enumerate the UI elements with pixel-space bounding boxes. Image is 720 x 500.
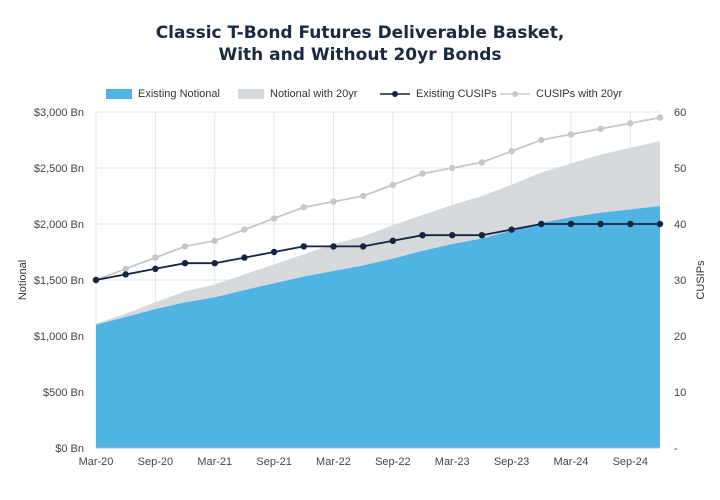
- point-cusips-with-20yr: [211, 237, 218, 244]
- point-cusips-with-20yr: [419, 170, 426, 177]
- point-existing-cusips: [597, 220, 604, 228]
- legend-item-notional-with-20yr: Notional with 20yr: [238, 86, 357, 102]
- y-tick-label-right: 50: [674, 163, 686, 175]
- point-cusips-with-20yr: [359, 192, 367, 200]
- area-existing-notional: [96, 206, 660, 448]
- line-cusips-with-20yr: [95, 116, 661, 281]
- point-cusips-with-20yr: [330, 198, 337, 205]
- point-existing-cusips: [567, 220, 575, 228]
- legend-swatch-notional-with-20yr: [238, 89, 264, 99]
- point-existing-cusips: [181, 260, 189, 267]
- y-tick-label-left: $2,000 Bn: [34, 219, 84, 231]
- y-tick-label-right: 20: [674, 331, 686, 343]
- x-tick-label: Sep-24: [613, 456, 648, 468]
- point-existing-cusips: [330, 243, 337, 250]
- point-cusips-with-20yr: [152, 254, 159, 261]
- x-tick-label: Mar-20: [79, 456, 114, 468]
- point-cusips-with-20yr: [567, 131, 575, 138]
- x-tick-label: Sep-23: [494, 456, 529, 468]
- point-existing-cusips: [656, 220, 664, 228]
- point-cusips-with-20yr: [627, 120, 634, 127]
- y-axis-title-right: CUSIPs: [695, 260, 707, 300]
- y-tick-label-right: 60: [674, 107, 686, 119]
- y-tick-label-left: $0 Bn: [55, 443, 84, 455]
- x-tick-label: Mar-24: [554, 456, 589, 468]
- point-existing-cusips: [508, 226, 515, 233]
- point-cusips-with-20yr: [538, 136, 545, 144]
- y-tick-label-right: 10: [674, 387, 686, 399]
- legend-swatch-existing-cusips: [380, 91, 410, 97]
- x-tick-label: Mar-22: [316, 456, 351, 468]
- point-cusips-with-20yr: [389, 181, 397, 188]
- point-cusips-with-20yr: [181, 243, 189, 250]
- point-cusips-with-20yr: [478, 159, 486, 166]
- point-existing-cusips: [419, 232, 426, 239]
- y-tick-label-left: $3,000 Bn: [34, 107, 84, 119]
- y-tick-label-left: $500 Bn: [43, 387, 84, 399]
- x-tick-label: Mar-21: [197, 456, 232, 468]
- point-existing-cusips: [538, 220, 545, 228]
- point-cusips-with-20yr: [122, 265, 129, 272]
- point-existing-cusips: [449, 232, 456, 239]
- chart-title-line-2: With and Without 20yr Bonds: [218, 45, 502, 65]
- point-cusips-with-20yr: [597, 125, 604, 132]
- point-existing-cusips: [241, 254, 248, 261]
- y-tick-label-left: $1,000 Bn: [34, 331, 84, 343]
- point-cusips-with-20yr: [508, 148, 515, 155]
- x-tick-label: Mar-23: [435, 456, 470, 468]
- legend-label-cusips-with-20yr: CUSIPs with 20yr: [536, 88, 623, 100]
- x-tick-label: Sep-21: [256, 456, 291, 468]
- point-cusips-with-20yr: [449, 164, 456, 172]
- point-existing-cusips: [211, 260, 218, 267]
- point-existing-cusips: [152, 265, 159, 272]
- point-cusips-with-20yr: [241, 226, 248, 233]
- x-tick-label: Sep-20: [138, 456, 173, 468]
- point-existing-cusips: [389, 237, 397, 244]
- x-tick-label: Sep-22: [375, 456, 410, 468]
- y-tick-label-left: $2,500 Bn: [34, 163, 84, 175]
- point-existing-cusips: [359, 243, 367, 250]
- point-cusips-with-20yr: [656, 114, 664, 121]
- y-tick-label-right: 40: [674, 219, 686, 231]
- chart-legend: Existing Notional Notional with 20yr Exi…: [0, 86, 720, 102]
- line-existing-cusips: [95, 223, 660, 281]
- legend-item-existing-cusips: Existing CUSIPs: [380, 86, 497, 102]
- point-existing-cusips: [478, 232, 486, 239]
- point-existing-cusips: [300, 243, 307, 250]
- legend-item-cusips-with-20yr: CUSIPs with 20yr: [500, 86, 622, 102]
- point-existing-cusips: [270, 248, 278, 256]
- legend-item-existing-notional: Existing Notional: [106, 86, 220, 102]
- legend-swatch-existing-notional: [106, 89, 132, 99]
- point-existing-cusips: [92, 276, 100, 284]
- point-existing-cusips: [122, 271, 129, 278]
- y-tick-label-left: $1,500 Bn: [34, 275, 84, 287]
- y-axis-title-left: Notional: [17, 260, 29, 300]
- chart-title-line-1: Classic T-Bond Futures Deliverable Baske…: [155, 23, 565, 43]
- legend-label-notional-with-20yr: Notional with 20yr: [270, 88, 358, 100]
- legend-label-existing-cusips: Existing CUSIPs: [416, 88, 497, 100]
- point-cusips-with-20yr: [300, 204, 307, 211]
- point-cusips-with-20yr: [270, 215, 278, 222]
- y-tick-label-right: -: [674, 443, 678, 455]
- legend-swatch-cusips-with-20yr: [500, 91, 530, 97]
- y-tick-label-right: 30: [674, 275, 686, 287]
- point-existing-cusips: [627, 220, 634, 228]
- legend-label-existing-notional: Existing Notional: [138, 88, 220, 100]
